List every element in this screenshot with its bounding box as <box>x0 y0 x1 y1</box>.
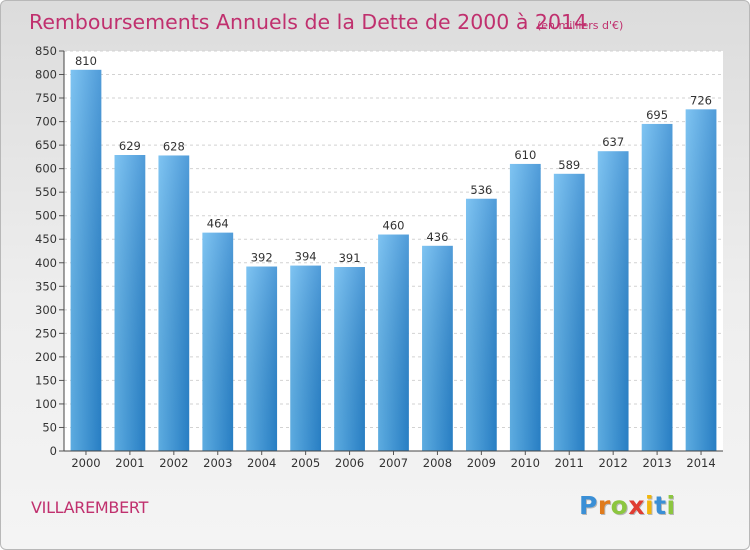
value-label-2005: 394 <box>295 250 317 264</box>
y-tick-label: 700 <box>35 115 57 129</box>
value-label-2014: 726 <box>690 93 712 107</box>
value-label-2004: 392 <box>251 251 273 265</box>
x-tick-label-2001: 2001 <box>115 456 144 470</box>
commune-name: VILLAREMBERT <box>31 498 149 517</box>
value-label-2013: 695 <box>646 108 668 122</box>
bar-shade-2008 <box>422 245 453 451</box>
y-tick-label: 850 <box>35 44 57 58</box>
axis-layer: 0 50 100 150 200 250 300 350 400 450 500 550 600 650 7… <box>35 44 723 470</box>
value-label-2001: 629 <box>119 139 141 153</box>
bar-shade-2011 <box>553 173 585 451</box>
y-tick-label: 600 <box>35 162 57 176</box>
logo-letter: o <box>610 491 629 520</box>
y-tick-label: 350 <box>35 279 57 293</box>
x-tick-label-2006: 2006 <box>335 456 364 470</box>
y-tick-label: 300 <box>35 303 57 317</box>
chart-subtitle: (en milliers d'€) <box>537 19 624 32</box>
value-label-2007: 460 <box>383 219 405 233</box>
y-tick-label: 400 <box>35 256 57 270</box>
bars-layer: 810 629 628 464 392 394 391 460 436 536 610 589 637 6… <box>70 54 717 452</box>
x-tick-label-2000: 2000 <box>71 456 100 470</box>
x-tick-label-2013: 2013 <box>642 456 671 470</box>
x-tick-label-2011: 2011 <box>555 456 584 470</box>
logo-letter: t <box>654 491 667 520</box>
bar-shade-2001 <box>114 155 146 451</box>
bar-shade-2012 <box>597 151 629 451</box>
y-tick-label: 100 <box>35 397 57 411</box>
logo-letter: x <box>628 491 645 520</box>
y-tick-label: 750 <box>35 91 57 105</box>
y-tick-label: 250 <box>35 326 57 340</box>
y-tick-label: 200 <box>35 350 57 364</box>
proxiti-logo: Proxiti <box>579 491 676 520</box>
logo-letter: i <box>666 491 676 520</box>
y-tick-label: 150 <box>35 373 57 387</box>
bar-shade-2005 <box>290 265 322 451</box>
y-tick-label: 500 <box>35 209 57 223</box>
x-tick-label-2002: 2002 <box>159 456 188 470</box>
value-label-2002: 628 <box>163 139 185 153</box>
value-label-2012: 637 <box>602 135 624 149</box>
chart-title: Remboursements Annuels de la Dette de 20… <box>29 10 588 34</box>
logo-letter: P <box>579 491 598 520</box>
bar-shade-2010 <box>509 163 541 452</box>
bar-shade-2013 <box>641 123 673 452</box>
x-tick-label-2009: 2009 <box>467 456 496 470</box>
value-label-2011: 589 <box>558 158 580 172</box>
bar-shade-2007 <box>378 234 409 451</box>
bar-shade-2009 <box>465 198 497 451</box>
x-tick-label-2005: 2005 <box>291 456 320 470</box>
y-tick-label: 450 <box>35 232 57 246</box>
bar-shade-2004 <box>246 266 278 451</box>
value-label-2003: 464 <box>207 217 229 231</box>
value-label-2010: 610 <box>514 148 536 162</box>
value-label-2009: 536 <box>470 183 492 197</box>
bar-shade-2002 <box>158 155 190 451</box>
x-tick-label-2008: 2008 <box>423 456 452 470</box>
logo-letter: r <box>597 491 611 520</box>
logo-letter: i <box>645 491 655 520</box>
x-tick-label-2014: 2014 <box>686 456 715 470</box>
value-label-2008: 436 <box>426 230 448 244</box>
x-tick-label-2012: 2012 <box>599 456 628 470</box>
y-tick-label: 800 <box>35 68 57 82</box>
y-tick-label: 50 <box>42 420 57 434</box>
value-label-2006: 391 <box>339 251 361 265</box>
x-tick-label-2003: 2003 <box>203 456 232 470</box>
y-tick-label: 650 <box>35 138 57 152</box>
x-tick-label-2007: 2007 <box>379 456 408 470</box>
bar-shade-2006 <box>334 267 365 451</box>
value-label-2000: 810 <box>75 54 97 68</box>
bar-shade-2014 <box>685 109 717 452</box>
bar-shade-2000 <box>70 69 102 451</box>
y-tick-label: 0 <box>50 444 57 458</box>
y-tick-label: 550 <box>35 185 57 199</box>
x-tick-label-2010: 2010 <box>511 456 540 470</box>
bar-shade-2003 <box>202 232 234 451</box>
x-tick-label-2004: 2004 <box>247 456 276 470</box>
